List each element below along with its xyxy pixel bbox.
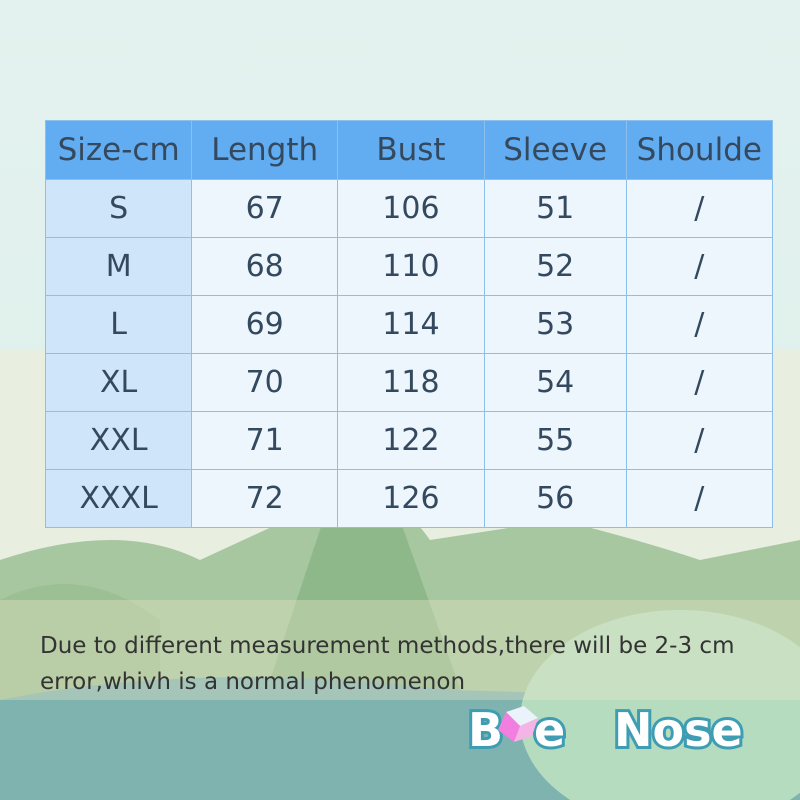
svg-text:B: B	[468, 703, 503, 757]
cell-size: XL	[44, 353, 193, 412]
header-bust: Bust	[337, 120, 485, 180]
cell-size: M	[44, 237, 193, 296]
table-row: S 67 106 51/	[44, 179, 774, 238]
cell-length: 67	[191, 179, 339, 238]
table-row: XXXL 72 126 56/	[44, 469, 774, 528]
table-header-row: Size-cm Length Bust Sleeve Shoulde	[44, 120, 774, 180]
table-row: L 69 114 53/	[44, 295, 774, 354]
cell-shoulder: /	[625, 295, 774, 354]
cell-shoulder: /	[625, 237, 774, 296]
cell-bust: 114	[337, 295, 485, 354]
cell-sleeve: 53	[483, 295, 627, 354]
table-row: XXL 71 122 55/	[44, 411, 774, 470]
cell-length: 69	[191, 295, 339, 354]
cell-bust: 126	[337, 469, 485, 528]
cube-icon	[498, 706, 538, 742]
cell-length: 68	[191, 237, 339, 296]
table-row: XL 70 118 54/	[44, 353, 774, 412]
cell-size: S	[44, 179, 193, 238]
cell-bust: 118	[337, 353, 485, 412]
size-chart-table: Size-cm Length Bust Sleeve Shoulde S 67 10…	[44, 120, 774, 528]
cell-bust: 122	[337, 411, 485, 470]
table-row: M 68 110 52/	[44, 237, 774, 296]
header-size: Size-cm	[44, 120, 193, 180]
cell-shoulder: /	[625, 469, 774, 528]
cell-sleeve: 54	[483, 353, 627, 412]
header-shoulder: Shoulde	[625, 120, 774, 180]
measurement-note: Due to different measurement methods,the…	[40, 633, 735, 695]
cell-size: L	[44, 295, 193, 354]
cell-length: 71	[191, 411, 339, 470]
cell-bust: 110	[337, 237, 485, 296]
header-sleeve: Sleeve	[483, 120, 627, 180]
cell-size: XXL	[44, 411, 193, 470]
cell-shoulder: /	[625, 353, 774, 412]
cell-sleeve: 55	[483, 411, 627, 470]
cell-length: 72	[191, 469, 339, 528]
cell-shoulder: /	[625, 411, 774, 470]
cell-sleeve: 56	[483, 469, 627, 528]
cell-sleeve: 52	[483, 237, 627, 296]
svg-text:e: e	[534, 703, 565, 757]
header-length: Length	[191, 120, 339, 180]
cell-size: XXXL	[44, 469, 193, 528]
cell-shoulder: /	[625, 179, 774, 238]
cell-bust: 106	[337, 179, 485, 238]
cell-sleeve: 51	[483, 179, 627, 238]
svg-text:Nose: Nose	[614, 703, 743, 757]
brand-logo: B e Nose	[465, 700, 746, 758]
cell-length: 70	[191, 353, 339, 412]
